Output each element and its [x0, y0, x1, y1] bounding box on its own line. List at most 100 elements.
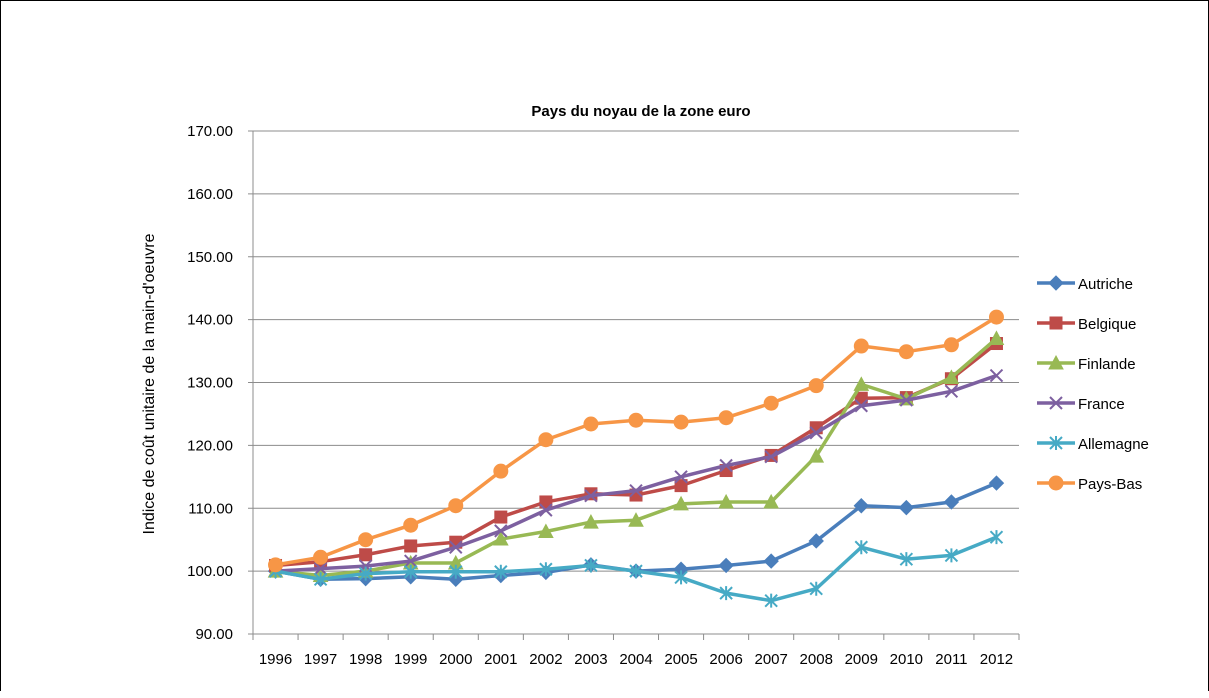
legend-item-belgique: Belgique: [1037, 316, 1136, 333]
y-tick-label: 100.00: [187, 563, 233, 580]
data-point-pays-bas: [313, 549, 329, 565]
y-tick-label: 170.00: [187, 123, 233, 140]
data-point-finlande: [628, 512, 644, 527]
data-point-allemagne: [539, 562, 553, 577]
y-tick-label: 140.00: [187, 312, 233, 329]
data-point-finlande: [853, 376, 870, 391]
series-line-pays-bas: [275, 315, 998, 567]
data-point-pays-bas: [808, 378, 824, 394]
data-point-france: [989, 368, 1004, 383]
data-point-pays-bas: [718, 410, 734, 426]
legend-label: Finlande: [1078, 356, 1136, 373]
data-point-finlande: [988, 330, 1005, 345]
y-tick-label: 120.00: [187, 437, 233, 454]
data-point-france: [899, 393, 914, 407]
legend-label: Autriche: [1078, 276, 1133, 293]
data-point-pays-bas: [853, 338, 869, 354]
series-allemagne: [268, 530, 1004, 608]
series-line-france: [275, 373, 998, 573]
series-line-finlande: [275, 337, 998, 578]
data-point-autriche: [943, 494, 960, 510]
legend-marker: [1049, 396, 1063, 410]
x-tick-label: 2001: [484, 651, 517, 668]
x-tick-label: 2007: [754, 651, 787, 668]
legend-label: Belgique: [1078, 316, 1136, 333]
x-tick-label: 2002: [529, 651, 562, 668]
data-point-pays-bas: [358, 532, 374, 548]
data-point-france: [449, 540, 463, 554]
data-point-allemagne: [313, 572, 328, 587]
gridlines: [253, 130, 1019, 635]
series-layer: [267, 309, 1005, 608]
data-point-france: [719, 458, 733, 473]
data-point-france: [403, 554, 418, 568]
data-point-finlande: [718, 493, 734, 509]
series-finlande: [267, 330, 1005, 583]
y-axis-label: Indice de coût unitaire de la main-d'oeu…: [141, 233, 158, 534]
x-tick-label: 2009: [845, 651, 878, 668]
data-point-autriche: [853, 498, 870, 514]
data-point-france: [944, 384, 959, 399]
legend-marker: [1048, 275, 1064, 291]
x-tick-label: 2011: [935, 651, 967, 668]
data-point-pays-bas: [268, 557, 284, 573]
data-point-finlande: [763, 493, 780, 509]
y-tick-label: 150.00: [187, 249, 233, 266]
x-tick-label: 1996: [259, 651, 292, 668]
legend-label: Pays-Bas: [1078, 476, 1142, 493]
data-point-france: [674, 470, 688, 484]
x-tick-label: 2012: [980, 651, 1013, 668]
legend-item-france: France: [1037, 396, 1125, 413]
legend-item-allemagne: Allemagne: [1037, 436, 1149, 453]
data-point-pays-bas: [538, 432, 554, 448]
legend: Autriche Belgique Finlande France Allemagne P…: [1037, 275, 1149, 493]
data-point-allemagne: [629, 564, 643, 579]
data-point-autriche: [808, 533, 824, 549]
data-point-france: [584, 488, 598, 503]
legend-marker: [1048, 475, 1064, 491]
x-tick-label: 2008: [800, 651, 833, 668]
data-point-finlande: [492, 531, 509, 546]
x-tick-label: 1998: [349, 651, 382, 668]
data-point-pays-bas: [403, 517, 419, 533]
data-point-allemagne: [899, 552, 914, 567]
data-point-pays-bas: [898, 344, 914, 360]
data-point-pays-bas: [763, 395, 779, 411]
legend-marker: [1048, 354, 1064, 370]
legend-item-autriche: Autriche: [1037, 275, 1133, 293]
data-point-allemagne: [764, 593, 778, 608]
data-point-pays-bas: [943, 337, 959, 353]
data-point-allemagne: [854, 540, 869, 555]
legend-marker: [1049, 436, 1063, 450]
x-tick-label: 2000: [439, 651, 472, 668]
data-point-autriche: [898, 499, 915, 516]
data-point-allemagne: [719, 586, 733, 601]
y-tick-label: 130.00: [187, 375, 233, 392]
data-point-pays-bas: [583, 416, 599, 432]
legend-item-pays-bas: Pays-Bas: [1037, 475, 1142, 493]
data-point-autriche: [718, 557, 734, 574]
legend-item-finlande: Finlande: [1037, 354, 1136, 373]
x-tick-label: 2004: [619, 651, 652, 668]
data-point-finlande: [943, 369, 960, 384]
x-tick-label: 2003: [574, 651, 607, 668]
data-point-pays-bas: [493, 463, 509, 479]
data-point-allemagne: [809, 581, 823, 596]
data-point-allemagne: [358, 566, 373, 581]
data-point-allemagne: [584, 558, 598, 573]
data-point-france: [494, 524, 508, 538]
data-point-france: [539, 503, 553, 517]
data-point-allemagne: [989, 530, 1004, 545]
data-point-finlande: [583, 514, 599, 529]
data-point-finlande: [538, 523, 554, 539]
x-tick-label: 1997: [304, 651, 337, 668]
legend-label: Allemagne: [1078, 436, 1149, 453]
data-point-france: [809, 426, 823, 440]
x-axis: 1996 1997 1998 1999 2000 2001 2002 2003 2004 2005…: [252, 633, 1020, 668]
data-point-belgique: [494, 510, 508, 524]
data-point-allemagne: [494, 564, 508, 579]
data-point-finlande: [808, 448, 825, 463]
x-tick-label: 1999: [394, 651, 427, 668]
